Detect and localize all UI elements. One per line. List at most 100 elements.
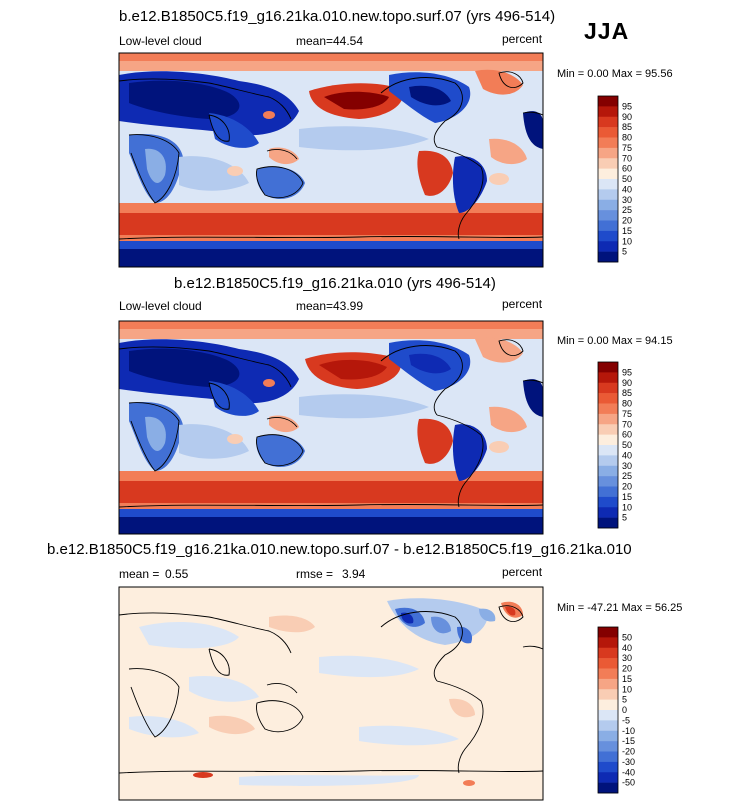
- colorbar-swatch: [598, 730, 618, 742]
- colorbar-tick-label: -5: [622, 715, 630, 725]
- colorbar-tick-label: -40: [622, 767, 635, 777]
- colorbar-tick-label: 10: [622, 684, 632, 694]
- panel2-variable-label: Low-level cloud: [119, 299, 202, 313]
- colorbar-tick-label: 75: [622, 409, 632, 419]
- colorbar-swatch: [598, 362, 618, 373]
- colorbar-swatch: [598, 199, 618, 211]
- colorbar-swatch: [598, 751, 618, 763]
- colorbar-tick-label: 25: [622, 471, 632, 481]
- colorbar-tick-label: 60: [622, 164, 632, 174]
- colorbar-swatch: [598, 189, 618, 201]
- panel2-mean-label: mean=: [296, 299, 334, 313]
- colorbar-swatch: [598, 393, 618, 404]
- colorbar-swatch: [598, 403, 618, 415]
- colorbar-tick-label: 80: [622, 133, 632, 143]
- colorbar-swatch: [598, 127, 618, 138]
- colorbar-frame: [597, 95, 619, 263]
- panel3-minmax: Min = -47.21 Max = 56.25: [557, 602, 683, 614]
- panel1-mean-value: 44.54: [333, 34, 364, 48]
- colorbar-tick-label: 60: [622, 430, 632, 440]
- colorbar-tick-label: 5: [622, 695, 627, 705]
- colorbar-tick-label: 20: [622, 216, 632, 226]
- colorbar-frame: [597, 361, 619, 529]
- panel3-mean-label: mean =: [119, 567, 160, 581]
- colorbar-swatch: [598, 179, 618, 190]
- colorbar-tick-label: 0: [622, 705, 627, 715]
- colorbar-swatch: [598, 486, 618, 498]
- season-label: JJA: [584, 18, 630, 44]
- panel3-mean-value: 0.55: [165, 567, 189, 581]
- panel2-minmax: Min = 0.00 Max = 94.15: [557, 335, 673, 347]
- colorbar-swatch: [598, 678, 618, 690]
- colorbar-swatch: [598, 720, 618, 732]
- colorbar-tick-label: 15: [622, 492, 632, 502]
- colorbar-tick-label: 90: [622, 112, 632, 122]
- colorbar-tick-label: 75: [622, 143, 632, 153]
- colorbar-tick-label: 10: [622, 236, 632, 246]
- colorbar-swatch: [598, 241, 618, 252]
- panel3-title: b.e12.B1850C5.f19_g16.21ka.010.new.topo.…: [47, 541, 632, 558]
- colorbar-swatch: [598, 158, 618, 169]
- colorbar-tick-label: -15: [622, 736, 635, 746]
- colorbar-tick-label: -30: [622, 757, 635, 767]
- colorbar-tick-label: 30: [622, 195, 632, 205]
- map-panel-2: [118, 320, 544, 535]
- colorbar-tick-label: 15: [622, 674, 632, 684]
- colorbar-swatch: [598, 741, 618, 752]
- colorbar-swatch: [598, 476, 618, 487]
- colorbar-swatch: [598, 465, 618, 477]
- colorbar-swatch: [598, 147, 618, 159]
- colorbar-tick-label: 5: [622, 513, 627, 523]
- colorbar-swatch: [598, 637, 618, 649]
- colorbar-swatch: [598, 627, 618, 638]
- colorbar-tick-label: 95: [622, 367, 632, 377]
- map-panel-1: [118, 52, 544, 268]
- colorbar-tick-label: 50: [622, 440, 632, 450]
- colorbar-tick-label: 40: [622, 643, 632, 653]
- colorbar-swatch: [598, 445, 618, 456]
- colorbar-swatch: [598, 761, 618, 773]
- colorbar-swatch: [598, 689, 618, 700]
- colorbar-tick-label: 50: [622, 174, 632, 184]
- colorbar-tick-label: 40: [622, 184, 632, 194]
- colorbar-tick-label: -50: [622, 778, 635, 788]
- panel1-title: b.e12.B1850C5.f19_g16.21ka.010.new.topo.…: [119, 8, 556, 25]
- colorbar-tick-label: 90: [622, 378, 632, 388]
- panel3-rmse-label: rmse =: [296, 567, 334, 581]
- colorbar-tick-label: -10: [622, 726, 635, 736]
- colorbar-tick-label: 40: [622, 450, 632, 460]
- colorbar-tick-label: 70: [622, 153, 632, 163]
- colorbar-tick-label: 80: [622, 399, 632, 409]
- colorbar-swatch: [598, 220, 618, 232]
- colorbar-swatch: [598, 424, 618, 435]
- colorbar-swatch: [598, 251, 618, 263]
- colorbar-swatch: [598, 230, 618, 242]
- colorbar-swatch: [598, 496, 618, 508]
- colorbar-swatch: [598, 434, 618, 446]
- colorbar-swatch: [598, 137, 618, 149]
- colorbar-tick-label: 10: [622, 502, 632, 512]
- colorbar-swatch: [598, 382, 618, 394]
- colorbar-tick-label: 25: [622, 205, 632, 215]
- colorbar-tick-label: -20: [622, 747, 635, 757]
- colorbar-tick-label: 70: [622, 419, 632, 429]
- panel1-minmax: Min = 0.00 Max = 95.56: [557, 68, 673, 80]
- colorbar-frame: [597, 626, 619, 794]
- colorbar-tick-label: 30: [622, 461, 632, 471]
- panel2-mean-value: 43.99: [333, 299, 364, 313]
- colorbar-swatch: [598, 782, 618, 794]
- colorbar-swatch: [598, 106, 618, 118]
- colorbar-tick-label: 20: [622, 482, 632, 492]
- colorbar-tick-label: 95: [622, 101, 632, 111]
- colorbar-swatch: [598, 413, 618, 425]
- colorbar-swatch: [598, 668, 618, 680]
- colorbar-swatch: [598, 517, 618, 529]
- panel3-rmse-value: 3.94: [342, 567, 366, 581]
- colorbar-swatch: [598, 507, 618, 518]
- panel1-unit-label: percent: [502, 32, 543, 46]
- colorbar-swatch: [598, 210, 618, 221]
- colorbar-tick-label: 5: [622, 247, 627, 257]
